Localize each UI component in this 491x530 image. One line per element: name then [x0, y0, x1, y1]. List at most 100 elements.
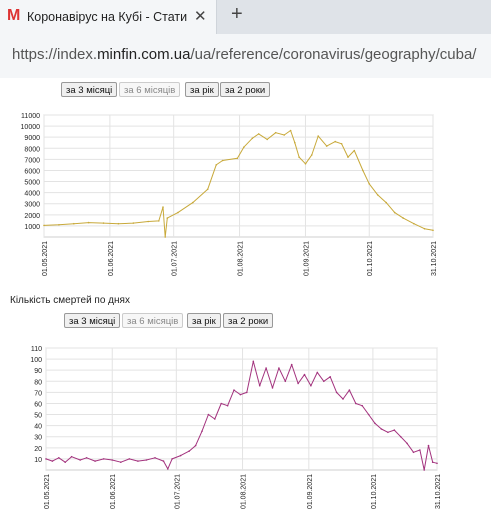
data-point: [79, 459, 81, 461]
y-tick-label: 60: [34, 401, 42, 408]
x-tick-label: 01.05.2021: [44, 474, 51, 509]
data-point: [58, 224, 60, 226]
data-point: [413, 222, 415, 225]
data-point: [340, 143, 343, 145]
data-point: [436, 462, 438, 465]
data-point: [158, 220, 160, 222]
x-tick-label: 01.08.2021: [241, 474, 248, 509]
range-button-2-years-2[interactable]: за 2 роки: [223, 313, 274, 328]
y-tick-label: 110: [31, 346, 42, 353]
y-tick-label: 1000: [24, 224, 40, 231]
data-point: [215, 164, 217, 166]
data-point: [120, 461, 122, 463]
data-point: [177, 211, 179, 214]
tab-bar: M Коронавірус на Кубі - Статисти ✕ +: [0, 0, 491, 34]
x-tick-label: 01.06.2021: [108, 241, 115, 276]
data-point: [243, 146, 245, 148]
data-point: [334, 140, 337, 143]
data-point: [335, 391, 338, 394]
data-point: [137, 460, 139, 462]
data-point: [87, 221, 90, 224]
url-text[interactable]: https://index.minfin.com.ua/ua/reference…: [12, 46, 476, 63]
page-content: за 3 місяці за 6 місяців за рік за 2 рок…: [0, 78, 491, 530]
data-point: [423, 469, 426, 471]
data-point: [164, 236, 166, 238]
data-point: [278, 367, 280, 369]
tab-title: Коронавірус на Кубі - Статисти: [27, 10, 187, 24]
y-tick-label: 8000: [24, 146, 40, 153]
data-point: [85, 457, 88, 459]
data-point: [385, 201, 388, 204]
data-point: [284, 380, 287, 383]
data-point: [290, 363, 293, 366]
data-point: [431, 461, 434, 463]
range-button-6-months-2[interactable]: за 6 місяців: [122, 313, 184, 328]
data-point: [289, 129, 292, 132]
data-point: [274, 131, 277, 134]
data-point: [117, 222, 120, 225]
data-point: [102, 458, 105, 460]
y-tick-label: 6000: [24, 168, 40, 175]
browser-tab[interactable]: M Коронавірус на Кубі - Статисти ✕: [0, 0, 217, 34]
data-point: [246, 391, 248, 394]
plot-area: [43, 114, 434, 238]
data-point: [171, 458, 173, 460]
data-point: [362, 169, 364, 172]
data-point: [214, 418, 216, 420]
y-tick-label: 9000: [24, 135, 40, 142]
series-line: [43, 130, 434, 238]
range-button-2-years[interactable]: за 2 роки: [220, 82, 271, 97]
cases-chart: 1000 2000 3000 4000 5000 6000 7000 8000 9000 1000…: [21, 113, 438, 276]
data-point: [167, 468, 169, 470]
data-point: [294, 141, 296, 144]
data-point: [412, 451, 415, 454]
range-button-6-months[interactable]: за 6 місяців: [119, 82, 181, 97]
data-point: [51, 460, 54, 462]
y-tick-label: 80: [34, 379, 42, 386]
y-tick-label: 7000: [24, 157, 40, 164]
data-point: [329, 376, 332, 378]
range-button-year[interactable]: за рік: [185, 82, 219, 97]
data-point: [45, 458, 47, 460]
data-point: [94, 460, 96, 462]
data-point: [226, 404, 229, 407]
x-tick-label: 01.09.2021: [303, 241, 310, 276]
data-point: [221, 159, 224, 162]
data-point: [316, 371, 319, 374]
site-logo-icon: M: [7, 7, 21, 24]
data-point: [102, 222, 105, 224]
data-point: [271, 387, 274, 389]
data-point: [402, 217, 405, 219]
range-button-year-2[interactable]: за рік: [187, 313, 221, 328]
y-tick-label: 90: [34, 368, 42, 375]
data-point: [311, 154, 313, 156]
data-point: [419, 449, 421, 451]
data-point: [128, 458, 131, 460]
close-icon[interactable]: ✕: [194, 8, 207, 25]
data-point: [367, 413, 370, 416]
y-tick-label: 40: [34, 424, 42, 431]
address-bar[interactable]: https://index.minfin.com.ua/ua/reference…: [0, 34, 491, 79]
data-point: [393, 211, 396, 214]
data-point: [427, 444, 430, 447]
data-point: [251, 137, 254, 140]
x-tick-label: 31.10.2021: [435, 474, 442, 509]
data-point: [258, 384, 261, 387]
new-tab-button[interactable]: +: [231, 3, 243, 25]
x-tick-label: 01.07.2021: [174, 474, 181, 509]
data-point: [166, 217, 169, 219]
range-button-3-months[interactable]: за 3 місяці: [61, 82, 118, 97]
x-tick-label: 01.08.2021: [238, 241, 245, 276]
data-point: [353, 149, 356, 152]
data-point: [220, 402, 222, 405]
range-button-3-months-2[interactable]: за 3 місяці: [64, 313, 121, 328]
data-point: [325, 145, 328, 147]
data-point: [233, 389, 235, 391]
y-tick-label: 30: [34, 435, 42, 442]
data-point: [266, 138, 269, 141]
data-point: [236, 157, 239, 160]
data-point: [132, 222, 135, 224]
data-point: [323, 380, 325, 383]
x-tick-label: 01.10.2021: [367, 241, 374, 276]
data-point: [43, 224, 45, 227]
